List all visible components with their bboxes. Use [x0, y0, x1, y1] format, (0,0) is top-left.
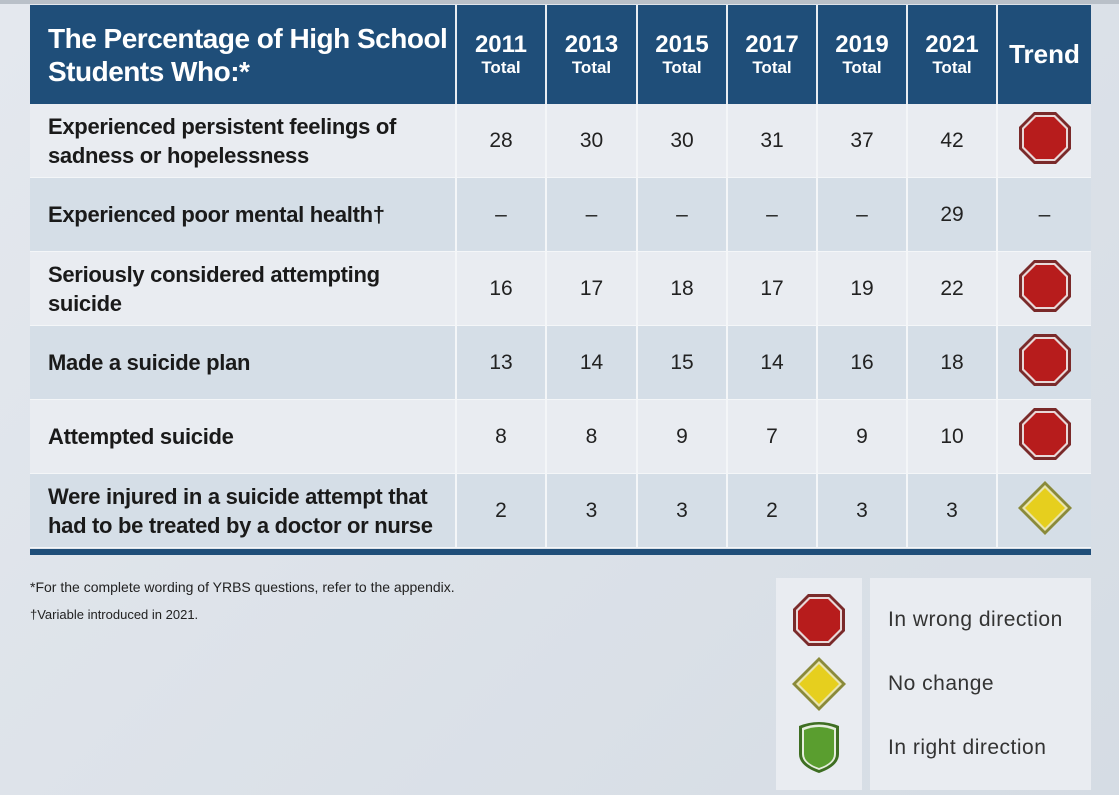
column-header-2021: 2021 Total — [907, 5, 998, 104]
column-header-2017: 2017 Total — [727, 5, 818, 104]
year: 2011 — [474, 30, 528, 58]
column-header-2011: 2011 Total — [456, 5, 547, 104]
cell-value: 28 — [456, 104, 547, 178]
cell-value: 9 — [817, 399, 908, 474]
column-header-2015: 2015 Total — [637, 5, 728, 104]
cell-value: 9 — [637, 399, 728, 474]
year: 2013 — [564, 30, 619, 58]
footnote: *For the complete wording of YRBS questi… — [30, 579, 455, 595]
cell-value: 42 — [907, 104, 998, 178]
cell-value: 3 — [546, 473, 638, 548]
cell-value: 8 — [546, 399, 638, 474]
green-shield-icon — [776, 720, 862, 774]
table-row: Experienced persistent feelings of sadne… — [30, 104, 1091, 178]
trend-cell — [997, 399, 1091, 474]
table-row: Attempted suicide 8 8 9 7 9 10 — [30, 399, 1091, 474]
red-octagon-icon — [776, 592, 862, 648]
data-table: The Percentage of High School Students W… — [30, 5, 1091, 548]
cell-value: – — [546, 177, 638, 252]
cell-value: 37 — [817, 104, 908, 178]
cell-value: 3 — [637, 473, 728, 548]
red-octagon-icon — [1017, 110, 1073, 172]
cell-value: 7 — [727, 399, 818, 474]
cell-value: – — [727, 177, 818, 252]
cell-value: 16 — [456, 251, 547, 326]
table-bottom-bar — [30, 549, 1091, 555]
year: 2015 — [655, 30, 709, 58]
table-row: Experienced poor mental health† – – – – –29– — [30, 177, 1091, 252]
legend-label: In wrong direction — [888, 608, 1063, 631]
cell-value: 30 — [546, 104, 638, 178]
cell-value: 10 — [907, 399, 998, 474]
yellow-diamond-icon — [776, 656, 862, 712]
trend-header: Trend — [997, 5, 1091, 104]
row-label: Seriously considered attempting suicide — [30, 251, 457, 326]
year-subtitle: Total — [571, 57, 612, 77]
cell-value: 15 — [637, 325, 728, 400]
cell-value: 13 — [456, 325, 547, 400]
table-row: Were injured in a suicide attempt that h… — [30, 473, 1091, 548]
red-octagon-icon — [1017, 406, 1073, 468]
trend-cell — [997, 251, 1091, 326]
red-octagon-icon — [1017, 258, 1073, 320]
year: 2021 — [925, 30, 979, 58]
cell-value: 31 — [727, 104, 818, 178]
legend-label: In right direction — [888, 736, 1047, 759]
row-label: Experienced poor mental health† — [30, 177, 457, 252]
cell-value: 14 — [727, 325, 818, 400]
trend-cell — [997, 104, 1091, 178]
cell-value: 3 — [817, 473, 908, 548]
cell-value: 2 — [456, 473, 547, 548]
red-octagon-icon — [1017, 332, 1073, 394]
column-header-2013: 2013 Total — [546, 5, 638, 104]
year-subtitle: Total — [481, 57, 521, 77]
legend-label: No change — [888, 672, 995, 695]
cell-value: – — [817, 177, 908, 252]
cell-value: 3 — [907, 473, 998, 548]
column-header-2019: 2019 Total — [817, 5, 908, 104]
year-subtitle: Total — [662, 57, 702, 77]
footnote: †Variable introduced in 2021. — [30, 607, 199, 622]
cell-value: 18 — [907, 325, 998, 400]
row-label: Made a suicide plan — [30, 325, 457, 400]
cell-value: 16 — [817, 325, 908, 400]
cell-value: 17 — [727, 251, 818, 326]
year: 2017 — [745, 30, 799, 58]
row-label: Were injured in a suicide attempt that h… — [30, 473, 457, 548]
trend-cell — [997, 473, 1091, 548]
cell-value: – — [637, 177, 728, 252]
cell-value: 18 — [637, 251, 728, 326]
year: 2019 — [835, 30, 889, 58]
cell-value: 8 — [456, 399, 547, 474]
cell-value: 17 — [546, 251, 638, 326]
row-label: Experienced persistent feelings of sadne… — [30, 104, 457, 178]
cell-value: 29 — [907, 177, 998, 252]
legend: In wrong direction No change In right dire… — [776, 578, 1091, 790]
trend-cell — [997, 325, 1091, 400]
table-row: Made a suicide plan 13 14 15 14 16 18 — [30, 325, 1091, 400]
table-title: The Percentage of High School Students W… — [30, 5, 457, 104]
cell-value: 2 — [727, 473, 818, 548]
cell-value: 30 — [637, 104, 728, 178]
top-border — [0, 0, 1119, 4]
year-subtitle: Total — [932, 57, 972, 77]
yellow-diamond-icon — [1017, 480, 1073, 542]
year-subtitle: Total — [752, 57, 792, 77]
table-row: Seriously considered attempting suicide 1… — [30, 251, 1091, 326]
row-label: Attempted suicide — [30, 399, 457, 474]
cell-value: 22 — [907, 251, 998, 326]
cell-value: – — [456, 177, 547, 252]
cell-value: 19 — [817, 251, 908, 326]
header-row: The Percentage of High School Students W… — [30, 5, 1091, 104]
cell-value: 14 — [546, 325, 638, 400]
year-subtitle: Total — [842, 57, 882, 77]
trend-cell: – — [997, 177, 1091, 252]
